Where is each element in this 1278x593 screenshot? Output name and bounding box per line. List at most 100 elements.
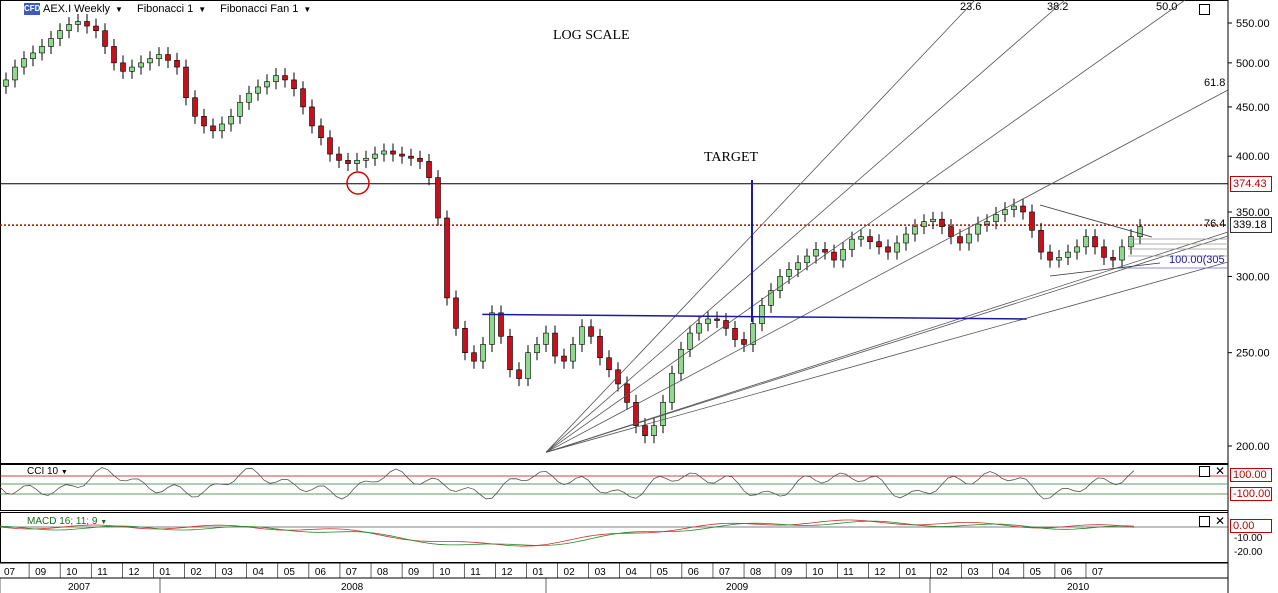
candle-up <box>894 242 900 253</box>
candle-down <box>282 75 288 81</box>
x-month-label: 02 <box>564 567 576 578</box>
candle-up <box>219 123 225 132</box>
candle-down <box>633 402 639 426</box>
candle-up <box>1128 236 1134 248</box>
x-month-label: 09 <box>408 567 420 578</box>
candle-up <box>543 332 549 345</box>
candle-up <box>48 38 54 47</box>
x-month-label: 07 <box>1092 567 1104 578</box>
neckline <box>482 313 1027 320</box>
candle-up <box>768 290 774 306</box>
close-icon[interactable]: ✕ <box>1215 464 1226 478</box>
candle-down <box>1029 211 1035 231</box>
candle-up <box>759 305 765 324</box>
restore-icon[interactable] <box>1199 4 1210 15</box>
candle-down <box>642 425 648 436</box>
x-month-label: 03 <box>222 567 234 578</box>
cci-panel-title[interactable]: CCI 10 ▼ <box>27 466 68 477</box>
candle-down <box>1110 257 1116 261</box>
close-icon[interactable]: ✕ <box>1215 514 1226 528</box>
y-tick-label: 450.00 <box>1236 102 1270 114</box>
candle-up <box>381 150 387 155</box>
chevron-down-icon: ▼ <box>60 469 68 476</box>
candle-up <box>993 214 999 222</box>
x-month-label: 05 <box>284 567 296 578</box>
x-month-label: 11 <box>470 567 481 578</box>
candle-up <box>534 344 540 353</box>
fibonacci-tool-label: Fibonacci 1 <box>136 3 194 15</box>
candle-down <box>327 137 333 155</box>
candle-down <box>93 25 99 31</box>
candle-up <box>12 66 18 81</box>
symbol-selector[interactable]: AEX.I Weekly ▼ <box>43 3 123 15</box>
candle-down <box>498 312 504 337</box>
candle-down <box>624 383 630 403</box>
x-month-label: 08 <box>750 567 762 578</box>
fan-line <box>545 0 1186 453</box>
fibonacci-fan-selector[interactable]: Fibonacci Fan 1 ▼ <box>220 3 311 15</box>
candle-down <box>192 97 198 117</box>
candle-down <box>120 62 126 72</box>
x-month-label: 12 <box>128 567 140 578</box>
y-tick-label: 550.00 <box>1236 18 1270 30</box>
x-month-label: 12 <box>874 567 886 578</box>
candle-up <box>804 255 810 264</box>
candle-down <box>876 241 882 248</box>
fibonacci-tool-selector[interactable]: Fibonacci 1 ▼ <box>137 3 206 15</box>
candle-down <box>516 369 522 379</box>
x-month-label: 10 <box>66 567 78 578</box>
chevron-down-icon: ▼ <box>100 519 108 526</box>
candle-up <box>858 236 864 240</box>
macd-panel-frame <box>0 512 1229 563</box>
candle-up <box>696 323 702 334</box>
y-tick-label: 500.00 <box>1236 58 1270 70</box>
candle-down <box>741 339 747 345</box>
x-year-label: 2010 <box>1067 582 1090 593</box>
candle-up <box>156 54 162 59</box>
fan-line <box>545 231 1229 453</box>
x-month-label: 06 <box>1061 567 1073 578</box>
x-year-label: 2009 <box>726 582 749 593</box>
fan-line <box>545 89 1229 453</box>
macd-tick-label: -20.00 <box>1234 547 1263 558</box>
candle-up <box>750 323 756 345</box>
candle-up <box>1011 205 1017 210</box>
restore-icon[interactable] <box>1199 516 1210 527</box>
x-month-label: 01 <box>905 567 917 578</box>
candle-down <box>336 153 342 161</box>
restore-icon[interactable] <box>1199 466 1210 477</box>
candle-down <box>948 226 954 237</box>
candle-down <box>309 106 315 127</box>
candle-down <box>1047 251 1053 261</box>
cci-box-upper: 100.00 <box>1230 468 1272 482</box>
candle-up <box>480 344 486 362</box>
cci-title-label: CCI 10 <box>27 466 59 477</box>
candle-up <box>903 233 909 244</box>
macd-panel-title[interactable]: MACD 16; 11; 9 ▼ <box>27 516 107 527</box>
candle-down <box>507 335 513 371</box>
fan-label-23-6: 23.6 <box>960 1 982 13</box>
candle-up <box>678 349 684 374</box>
x-year-label: 2007 <box>68 582 91 593</box>
candle-down <box>867 236 873 243</box>
candle-up <box>984 221 990 225</box>
fan-line <box>545 0 976 453</box>
x-month-label: 10 <box>812 567 824 578</box>
breakdown-circle-marker <box>346 171 370 195</box>
candle-up <box>840 249 846 261</box>
macd-box-value: 0.00 <box>1230 519 1272 533</box>
x-month-label: 07 <box>719 567 731 578</box>
candle-down <box>300 88 306 108</box>
macd-title-label: MACD 16; 11; 9 <box>27 516 98 527</box>
macd-tick-label: -10.00 <box>1234 533 1263 544</box>
candle-up <box>651 425 657 436</box>
candle-up <box>930 218 936 222</box>
candle-down <box>102 30 108 47</box>
x-month-label: 10 <box>439 567 451 578</box>
x-month-label: 05 <box>1030 567 1042 578</box>
triangle-lower <box>1049 262 1161 277</box>
log-scale-annotation: LOG SCALE <box>553 28 630 43</box>
candle-up <box>669 372 675 403</box>
candle-down <box>1101 246 1107 258</box>
